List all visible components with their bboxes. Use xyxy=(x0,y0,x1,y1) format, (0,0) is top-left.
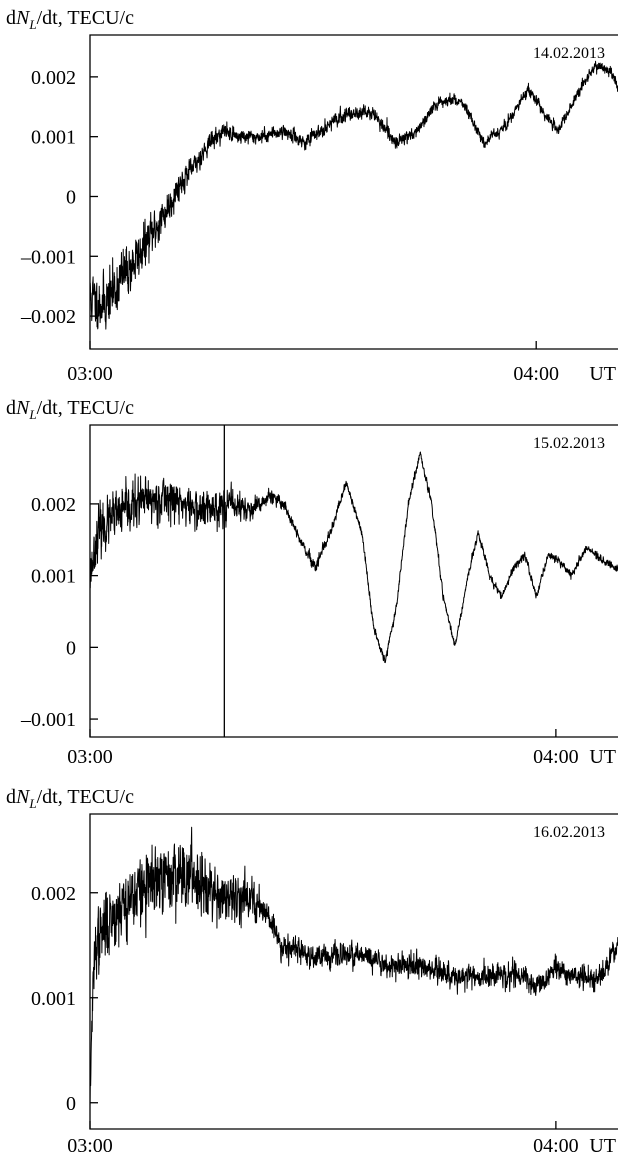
series-line xyxy=(89,451,618,664)
y-tick-label: 0.002 xyxy=(31,67,76,89)
axis-frame xyxy=(89,813,618,1130)
plot-area: 0 0.001 0.002 03:00 04:00 xyxy=(31,813,618,1157)
y-tick-label: 0 xyxy=(66,637,76,659)
x-tick-label: 04:00 xyxy=(533,1135,579,1157)
axis-frame xyxy=(89,34,618,350)
x-unit-label: UT xyxy=(589,363,616,385)
x-tick-label: 03:00 xyxy=(67,363,113,385)
y-tick-label: 0.001 xyxy=(31,566,76,588)
date-label: 16.02.2013 xyxy=(533,824,605,841)
panel-2: dNL/dt, TECU/c 15.02.2013 UT –0.001 0 0.00… xyxy=(6,397,618,768)
axis-frame xyxy=(89,424,618,738)
x-tick-label: 03:00 xyxy=(67,746,113,768)
y-axis-label: dNL/dt, TECU/c xyxy=(6,7,134,32)
y-axis-label: dNL/dt, TECU/c xyxy=(6,397,134,422)
plot-area: –0.001 0 0.001 0.002 03:00 04:00 xyxy=(20,424,618,768)
y-tick-label: 0.001 xyxy=(31,988,76,1010)
y-tick-label: –0.002 xyxy=(20,306,76,328)
y-tick-label: –0.001 xyxy=(20,246,76,268)
y-tick-label: 0 xyxy=(66,1093,76,1115)
panel-1: dNL/dt, TECU/c 14.02.2013 UT –0.002–0.00… xyxy=(6,7,618,385)
y-axis-label: dNL/dt, TECU/c xyxy=(6,786,134,811)
y-tick-label: –0.001 xyxy=(20,709,76,731)
x-tick-label: 04:00 xyxy=(513,363,559,385)
x-unit-label: UT xyxy=(589,746,616,768)
date-label: 14.02.2013 xyxy=(533,45,605,62)
x-unit-label: UT xyxy=(589,1135,616,1157)
series-line xyxy=(89,826,618,1108)
y-tick-label: 0.002 xyxy=(31,883,76,905)
y-tick-label: 0.001 xyxy=(31,127,76,149)
series-line xyxy=(89,60,618,330)
x-tick-label: 04:00 xyxy=(533,746,579,768)
x-tick-label: 03:00 xyxy=(67,1135,113,1157)
y-tick-label: 0 xyxy=(66,186,76,208)
plot-area: –0.002 –0.001 0 0.001 0.002 03:00 04:00 xyxy=(20,34,618,385)
y-tick-label: 0.002 xyxy=(31,494,76,516)
panel-3: dNL/dt, TECU/c 16.02.2013 UT 0 0.001 0.002… xyxy=(6,786,618,1157)
date-label: 15.02.2013 xyxy=(533,435,605,452)
